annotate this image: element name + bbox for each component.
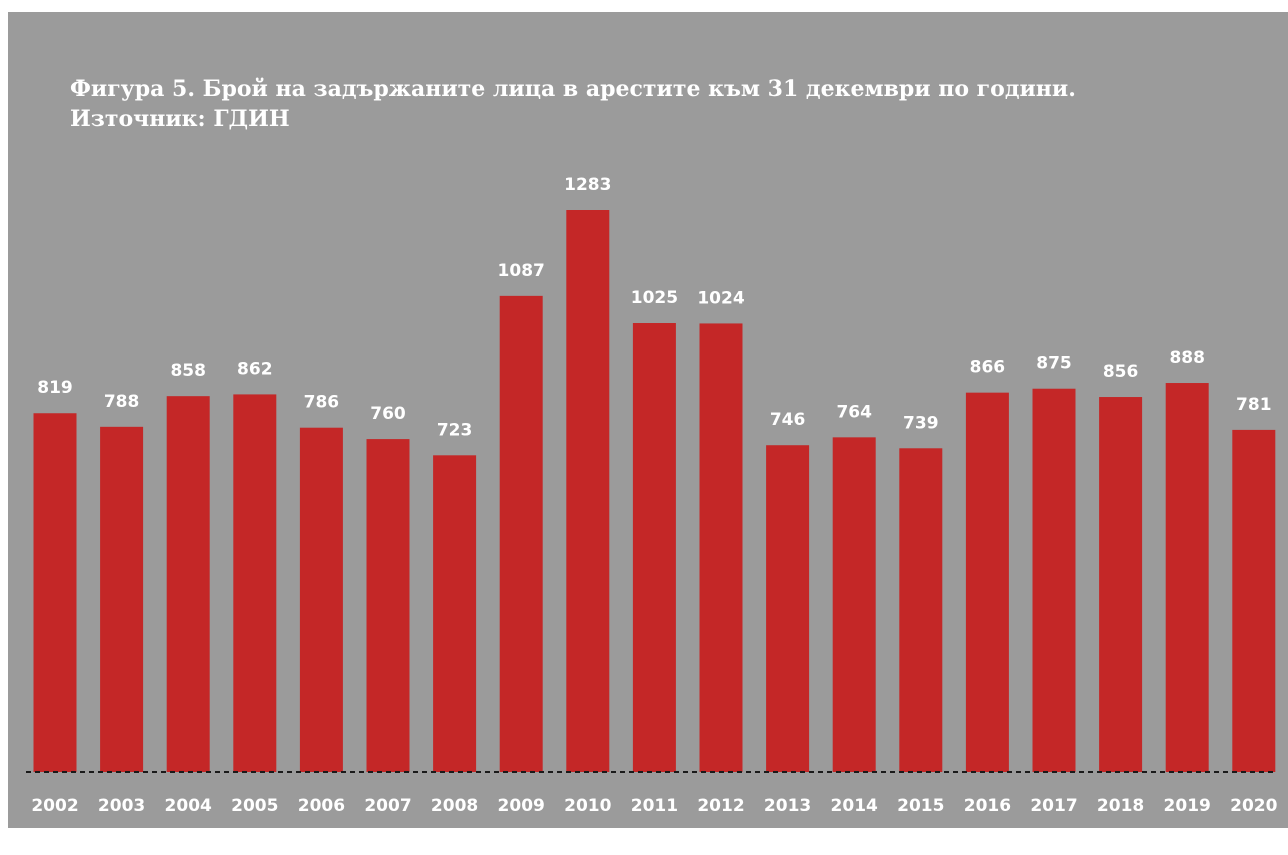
bar-2009 xyxy=(499,295,543,772)
x-tick-2012: 2012 xyxy=(697,796,744,816)
x-tick-2010: 2010 xyxy=(564,796,611,816)
bar-2011 xyxy=(632,323,676,772)
value-label-2011: 1025 xyxy=(631,288,678,308)
x-tick-2011: 2011 xyxy=(631,796,678,816)
x-axis-ticks-group: 2002 2003 2004 2005 2006 2007 2008 2009 2010 2011… xyxy=(31,796,1277,816)
value-label-2003: 788 xyxy=(104,392,140,412)
bar-2005 xyxy=(233,394,277,772)
bar-2017 xyxy=(1032,388,1076,772)
chart-title-line-2: Източник: ГДИН xyxy=(70,106,290,132)
x-tick-2006: 2006 xyxy=(298,796,345,816)
bar-2010 xyxy=(566,210,610,772)
x-tick-2015: 2015 xyxy=(897,796,944,816)
bar-2013 xyxy=(766,445,810,772)
value-label-2015: 739 xyxy=(903,413,939,433)
x-tick-2016: 2016 xyxy=(964,796,1011,816)
x-tick-2019: 2019 xyxy=(1164,796,1211,816)
x-tick-2017: 2017 xyxy=(1030,796,1077,816)
x-tick-2002: 2002 xyxy=(31,796,78,816)
x-tick-2007: 2007 xyxy=(364,796,411,816)
bar-2002 xyxy=(33,413,77,772)
value-label-2013: 746 xyxy=(770,410,806,430)
value-label-2012: 1024 xyxy=(697,288,744,308)
bar-2015 xyxy=(899,448,943,772)
x-tick-2003: 2003 xyxy=(98,796,145,816)
x-tick-2004: 2004 xyxy=(165,796,212,816)
bar-2006 xyxy=(299,427,343,772)
bars-group xyxy=(33,210,1276,772)
bar-2016 xyxy=(965,392,1009,772)
bar-2007 xyxy=(366,439,410,772)
value-label-2005: 862 xyxy=(237,359,273,379)
x-tick-2008: 2008 xyxy=(431,796,478,816)
value-label-2004: 858 xyxy=(170,361,206,381)
value-label-2008: 723 xyxy=(437,420,473,440)
bar-2008 xyxy=(433,455,477,772)
bar-2003 xyxy=(100,426,144,772)
bar-2014 xyxy=(832,437,876,772)
x-tick-2005: 2005 xyxy=(231,796,278,816)
x-tick-2020: 2020 xyxy=(1230,796,1277,816)
value-label-2010: 1283 xyxy=(564,175,611,195)
value-label-2007: 760 xyxy=(370,404,406,424)
bar-2019 xyxy=(1165,383,1209,772)
value-label-2014: 764 xyxy=(836,402,872,422)
value-label-2002: 819 xyxy=(37,378,73,398)
bar-2020 xyxy=(1232,429,1276,772)
value-label-2009: 1087 xyxy=(498,261,545,281)
value-labels-group: 819 788 858 862 786 760 723 1087 1283 1025 1024 746… xyxy=(37,175,1271,440)
value-label-2016: 866 xyxy=(970,358,1006,378)
bar-2004 xyxy=(166,396,210,772)
x-tick-2009: 2009 xyxy=(498,796,545,816)
value-label-2018: 856 xyxy=(1103,362,1139,382)
x-tick-2013: 2013 xyxy=(764,796,811,816)
value-label-2020: 781 xyxy=(1236,395,1272,415)
bar-2018 xyxy=(1099,397,1143,772)
x-tick-2014: 2014 xyxy=(831,796,878,816)
chart-title: Фигура 5. Брой на задържаните лица в аре… xyxy=(70,74,1270,134)
chart-title-line-1: Фигура 5. Брой на задържаните лица в аре… xyxy=(70,76,1076,102)
value-label-2017: 875 xyxy=(1036,354,1072,374)
value-label-2006: 786 xyxy=(304,393,340,413)
value-label-2019: 888 xyxy=(1169,348,1205,368)
x-tick-2018: 2018 xyxy=(1097,796,1144,816)
bar-2012 xyxy=(699,323,743,772)
